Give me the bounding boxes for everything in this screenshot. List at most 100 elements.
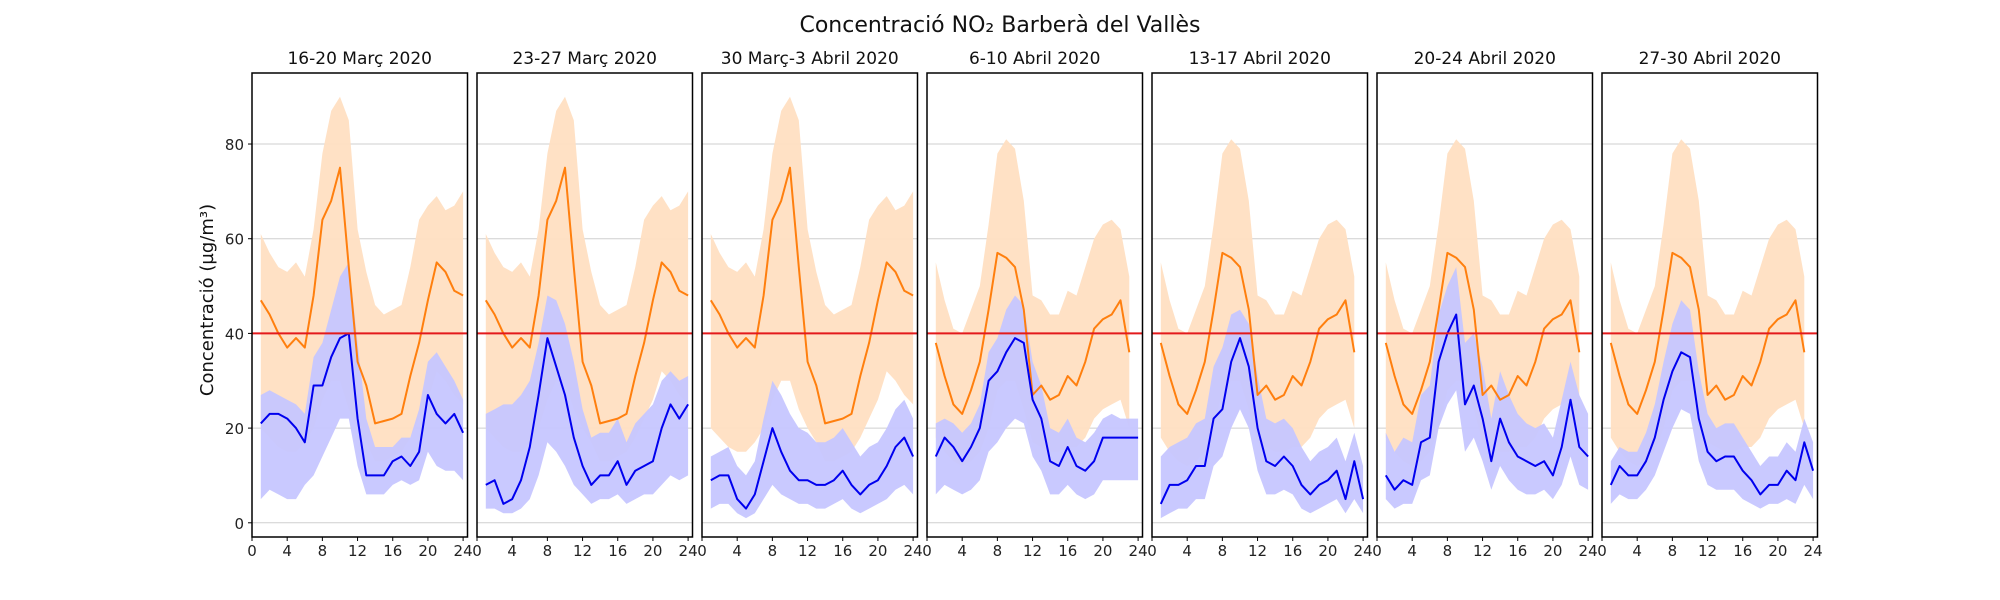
x-tick-label: 8 [318,542,328,560]
x-tick-label: 16 [1733,542,1752,560]
current-band [260,262,464,500]
reference-line [484,166,689,425]
chart-panel: 16-20 Març 2020 0 4 8 12 16 20 24 0 20 40 60 80 [225,49,473,560]
x-tick-label: 24 [679,542,698,560]
panel-frame [701,72,919,538]
panel-title: 13-17 Abril 2020 [1189,49,1331,69]
panel-frame [476,72,694,538]
chart-panel: 13-17 Abril 2020 0 4 8 12 16 20 24 [1147,49,1372,560]
panel-frame [1601,72,1819,538]
current-line [1609,351,1815,496]
reference-band [1160,139,1355,467]
plot-area [702,96,918,519]
y-tick-label: 60 [225,231,244,249]
x-tick-label: 20 [418,542,437,560]
y-axis-label: Concentració (µg/m³) [197,204,218,396]
current-band [485,295,689,514]
current-line [1159,337,1365,505]
reference-line [259,166,464,425]
x-tick-label: 16 [833,542,852,560]
reference-line [1159,251,1356,415]
panel-frame [1376,72,1594,538]
current-line [1384,313,1589,491]
x-tick-label: 16 [1058,542,1077,560]
plot-area [1377,139,1593,509]
x-tick-label: 12 [1023,542,1042,560]
plot-area [927,139,1143,500]
x-tick-label: 20 [868,542,887,560]
x-tick-label: 0 [1372,542,1382,560]
chart-panel: 20-24 Abril 2020 0 4 8 12 16 20 24 [1372,49,1597,560]
x-tick-label: 0 [1147,542,1157,560]
x-tick-label: 4 [1407,542,1417,560]
panel-frame [251,72,469,538]
x-tick-label: 12 [573,542,592,560]
current-line [710,427,915,510]
x-tick-label: 8 [768,542,778,560]
chart-panel: 27-30 Abril 2020 0 4 8 12 16 20 24 [1597,49,1822,560]
chart-title: Concentració NO₂ Barberà del Vallès [799,13,1200,38]
x-tick-label: 24 [1354,542,1373,560]
x-tick-label: 4 [507,542,517,560]
x-tick-label: 12 [1473,542,1492,560]
panel-title: 16-20 Març 2020 [287,49,432,69]
x-tick-label: 20 [1318,542,1337,560]
chart-panel: 6-10 Abril 2020 0 4 8 12 16 20 24 [922,49,1147,560]
plot-area [1602,139,1818,509]
panel-frame [926,72,1144,538]
x-tick-label: 0 [922,542,932,560]
x-tick-label: 8 [993,542,1003,560]
x-tick-label: 12 [1698,542,1717,560]
panel-title: 27-30 Abril 2020 [1639,49,1781,69]
current-line [485,337,689,505]
x-tick-label: 12 [348,542,367,560]
reference-line [709,166,914,425]
x-tick-label: 8 [1443,542,1453,560]
x-tick-label: 8 [1668,542,1678,560]
x-tick-label: 4 [957,542,967,560]
x-tick-label: 24 [1129,542,1148,560]
current-band [1610,300,1814,509]
x-tick-label: 24 [454,542,473,560]
x-tick-label: 4 [282,542,292,560]
x-tick-label: 12 [1248,542,1267,560]
x-tick-label: 4 [732,542,742,560]
x-tick-label: 20 [1543,542,1562,560]
x-tick-label: 20 [643,542,662,560]
current-band [1160,309,1364,519]
current-band [1385,267,1589,509]
x-tick-label: 24 [1804,542,1823,560]
x-tick-label: 8 [1218,542,1228,560]
reference-line [1609,251,1806,415]
x-tick-label: 20 [1093,542,1112,560]
plot-area [1152,139,1368,519]
x-tick-label: 4 [1632,542,1642,560]
chart-panel: 30 Març-3 Abril 2020 0 4 8 12 16 20 24 [697,49,922,560]
x-tick-label: 0 [472,542,482,560]
y-tick-label: 80 [225,136,244,154]
current-band [935,295,1139,500]
x-tick-label: 8 [543,542,553,560]
y-tick-label: 0 [234,515,244,533]
x-tick-label: 0 [1597,542,1607,560]
chart-panel: 23-27 Març 2020 0 4 8 12 16 20 24 [472,49,697,560]
x-tick-label: 16 [608,542,627,560]
y-tick-label: 40 [225,325,244,343]
plot-area [477,96,693,514]
current-band [710,380,914,519]
panel-title: 23-27 Març 2020 [512,49,657,69]
current-line [934,337,1139,472]
panel-title: 30 Març-3 Abril 2020 [721,49,899,69]
x-tick-label: 0 [697,542,707,560]
panel-title: 6-10 Abril 2020 [969,49,1101,69]
current-line [260,332,465,477]
plot-area [252,96,468,500]
x-tick-label: 16 [1508,542,1527,560]
panel-title: 20-24 Abril 2020 [1414,49,1556,69]
x-tick-label: 16 [1283,542,1302,560]
x-tick-label: 16 [383,542,402,560]
panel-frame [1151,72,1369,538]
